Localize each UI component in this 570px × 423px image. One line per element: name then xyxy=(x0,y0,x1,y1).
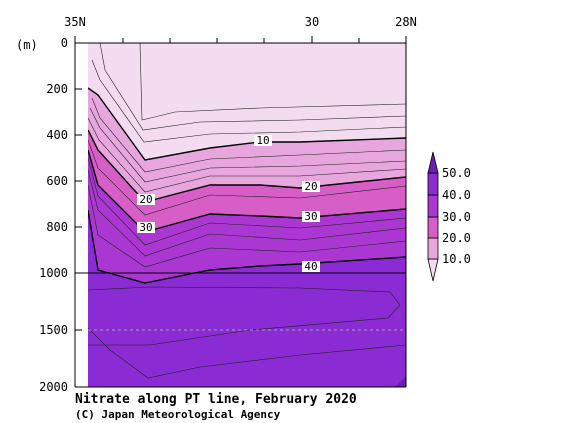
svg-text:30: 30 xyxy=(139,221,152,234)
colorbar-tick-label: 30.0 xyxy=(442,210,471,224)
colorbar-segment xyxy=(427,237,439,260)
isolines-thin xyxy=(88,43,406,379)
contour-label: 30 xyxy=(137,221,155,234)
svg-text:10: 10 xyxy=(256,134,269,147)
x-tick-label: 28N xyxy=(395,15,417,29)
y-tick-label: 0 xyxy=(61,36,68,50)
isoline-20 xyxy=(88,129,406,203)
colorbar-segment xyxy=(427,194,439,218)
x-axis-ticks xyxy=(74,36,407,43)
contour-label: 30 xyxy=(302,210,320,223)
band-20-30 xyxy=(88,130,406,232)
y-tick-label: 1500 xyxy=(39,323,68,337)
colorbar-segment xyxy=(427,258,439,282)
y-tick-label: 2000 xyxy=(39,380,68,394)
contour-label: 20 xyxy=(302,180,320,193)
y-tick-label: 400 xyxy=(46,128,68,142)
chart-credit: (C) Japan Meteorological Agency xyxy=(75,408,281,421)
isolines-thick xyxy=(88,87,406,284)
isoline-30 xyxy=(88,149,406,233)
y-axis-ticks xyxy=(75,42,82,388)
colorbar-tick-label: 40.0 xyxy=(442,188,471,202)
y-tick-label: 800 xyxy=(46,220,68,234)
isoline-40 xyxy=(88,209,406,284)
colorbar-tick-label: 20.0 xyxy=(442,231,471,245)
band-bottom-corner xyxy=(395,376,406,387)
y-tick-label: 1000 xyxy=(39,266,68,280)
x-tick-label: 30 xyxy=(305,15,319,29)
band-10-20 xyxy=(88,88,406,202)
chart-title: Nitrate along PT line, February 2020 xyxy=(75,392,357,407)
svg-text:20: 20 xyxy=(304,180,317,193)
colorbar-tick-label: 50.0 xyxy=(442,166,471,180)
colorbar-tick-label: 10.0 xyxy=(442,252,471,266)
band-above-40 xyxy=(88,210,406,387)
contour-labels: 10 20 30 20 30 40 xyxy=(137,134,320,273)
colorbar-segment xyxy=(427,151,439,174)
x-tick-label: 35N xyxy=(64,15,86,29)
isoline-10 xyxy=(88,87,406,161)
y-tick-label: 600 xyxy=(46,174,68,188)
contour-label: 10 xyxy=(254,134,272,147)
colorbar-segment xyxy=(427,172,439,196)
svg-text:20: 20 xyxy=(139,193,152,206)
y-tick-label: 200 xyxy=(46,82,68,96)
contour-label: 40 xyxy=(302,260,320,273)
colorbar-segment xyxy=(427,216,439,239)
contour-label: 20 xyxy=(137,193,155,206)
svg-text:40: 40 xyxy=(304,260,317,273)
colorbar xyxy=(427,151,439,282)
band-30-40 xyxy=(88,150,406,283)
svg-text:30: 30 xyxy=(304,210,317,223)
y-axis-label: (m) xyxy=(16,38,38,52)
